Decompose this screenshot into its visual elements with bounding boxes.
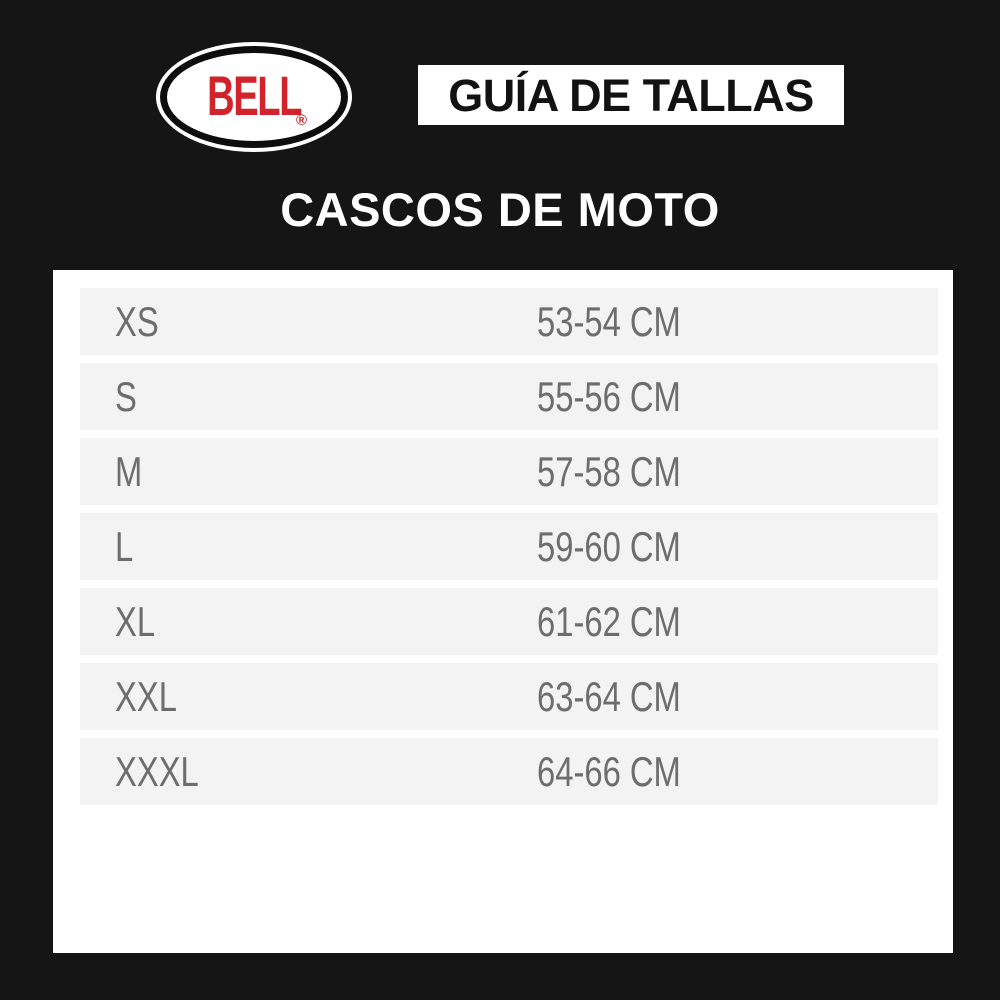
table-row-xs: XS 53-54 CM xyxy=(80,288,938,355)
size-label: XXL xyxy=(115,672,177,720)
size-measurement: 61-62 CM xyxy=(537,597,681,645)
size-label: M xyxy=(115,447,143,495)
table-row-xxxl: XXXL 64-66 CM xyxy=(80,738,938,805)
size-label: XL xyxy=(115,597,156,645)
table-row-xl: XL 61-62 CM xyxy=(80,588,938,655)
size-label: L xyxy=(115,522,134,570)
size-measurement: 55-56 CM xyxy=(537,372,681,420)
registered-mark-icon: ® xyxy=(295,112,307,129)
size-label: XS xyxy=(115,297,159,345)
size-measurement: 57-58 CM xyxy=(537,447,681,495)
size-label: S xyxy=(115,372,137,420)
bell-logo: BELL ® xyxy=(160,46,348,148)
table-row-s: S 55-56 CM xyxy=(80,363,938,430)
table-row-m: M 57-58 CM xyxy=(80,438,938,505)
table-row-xxl: XXL 63-64 CM xyxy=(80,663,938,730)
size-guide-badge-label: GUÍA DE TALLAS xyxy=(448,69,814,121)
size-measurement: 64-66 CM xyxy=(537,747,681,795)
size-measurement: 59-60 CM xyxy=(537,522,681,570)
size-guide-badge: GUÍA DE TALLAS xyxy=(418,65,844,125)
size-measurement: 53-54 CM xyxy=(537,297,681,345)
table-row-l: L 59-60 CM xyxy=(80,513,938,580)
size-table: XS 53-54 CM S 55-56 CM M 57-58 CM L 59-6… xyxy=(53,270,953,953)
bell-logo-text: BELL xyxy=(207,63,302,127)
size-label: XXXL xyxy=(115,747,199,795)
page-title: CASCOS DE MOTO xyxy=(280,183,720,236)
size-measurement: 63-64 CM xyxy=(537,672,681,720)
